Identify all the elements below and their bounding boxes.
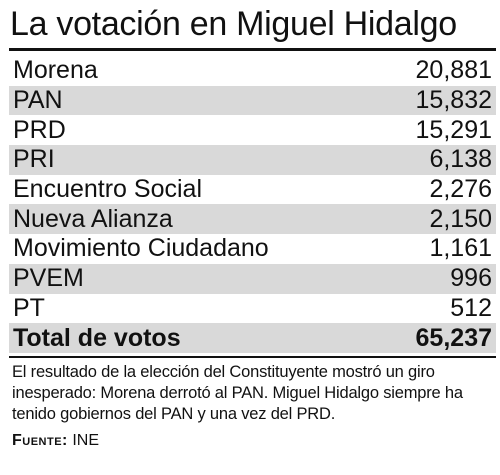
vote-value: 15,832 [415,86,492,115]
party-label: Encuentro Social [13,175,203,204]
source-value: INE [72,432,100,449]
table-row: PRD 15,291 [9,115,496,145]
vote-value: 2,150 [429,204,492,233]
source-line: Fuente: INE [12,431,99,451]
total-label: Total de votos [13,323,181,352]
vote-value: 2,276 [429,175,492,204]
table-row: PVEM 996 [9,263,496,294]
party-label: PAN [13,86,63,115]
vote-value: 1,161 [429,234,492,263]
party-label: Morena [13,56,98,85]
vote-table: Morena 20,881 PAN 15,832 PRD 15,291 PRI 6,138 En… [9,56,496,354]
party-label: Movimiento Ciudadano [13,234,269,263]
vote-value: 20,881 [415,56,492,85]
party-label: Nueva Alianza [13,204,173,233]
table-row: Nueva Alianza 2,150 [9,204,496,235]
table-row: PRI 6,138 [9,145,496,175]
table-row: PT 512 [9,294,496,324]
bottom-rule [9,356,496,358]
vote-value: 6,138 [429,145,492,174]
total-row: Total de votos 65,237 [9,323,496,354]
total-value: 65,237 [415,323,492,352]
note-text: El resultado de la elección del Constitu… [12,363,463,423]
vote-value: 512 [450,293,492,322]
table-row: Morena 20,881 [9,56,496,86]
chart-title: La votación en Miguel Hidalgo [10,5,457,43]
vote-value: 15,291 [415,115,492,144]
source-label: Fuente: [12,432,68,449]
vote-value: 996 [450,264,492,293]
table-row: PAN 15,832 [9,85,496,116]
top-rule [9,48,496,51]
table-row: Movimiento Ciudadano 1,161 [9,234,496,264]
party-label: PVEM [13,264,84,293]
table-row: Encuentro Social 2,276 [9,175,496,205]
party-label: PRI [13,145,55,174]
party-label: PT [13,293,45,322]
party-label: PRD [13,115,66,144]
